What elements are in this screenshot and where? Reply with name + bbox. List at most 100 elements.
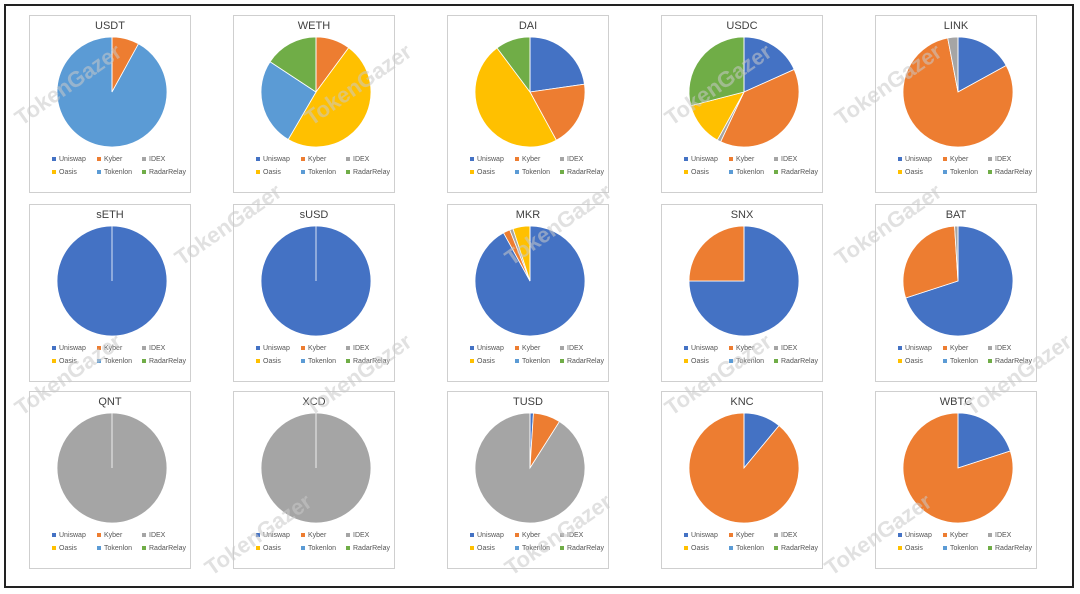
pie-slice-uniswap [743, 36, 795, 93]
legend-item-uniswap: Uniswap [684, 156, 718, 163]
legend-item-idex: IDEX [346, 532, 369, 539]
legend-swatch [52, 533, 56, 538]
pie-chart [56, 36, 168, 148]
legend-swatch [97, 546, 101, 551]
legend-swatch [52, 359, 56, 364]
chart-title: BAT [945, 209, 967, 221]
legend-item-kyber: Kyber [97, 156, 122, 163]
legend-label: Uniswap [263, 156, 290, 163]
legend-item-idex: IDEX [774, 156, 797, 163]
legend-swatch [142, 533, 146, 538]
legend-swatch [988, 170, 992, 175]
legend-item-kyber: Kyber [301, 345, 326, 352]
legend-item-idex: IDEX [988, 532, 1011, 539]
pie-chart [474, 225, 586, 337]
legend-item-kyber: Kyber [515, 345, 540, 352]
legend-label: Oasis [691, 358, 709, 365]
legend-swatch [97, 359, 101, 364]
legend-item-kyber: Kyber [301, 156, 326, 163]
legend-swatch [346, 546, 350, 551]
legend-swatch [470, 359, 474, 364]
legend-item-oasis: Oasis [52, 358, 77, 365]
pie-slice-uniswap [529, 36, 585, 93]
legend-swatch [346, 533, 350, 538]
legend-label: IDEX [353, 532, 370, 539]
legend-label: Tokenlon [308, 169, 337, 176]
pie-slice-radarrelay [269, 36, 317, 93]
legend-swatch [943, 359, 947, 364]
legend-swatch [943, 533, 947, 538]
legend-label: Kyber [950, 156, 969, 163]
legend-swatch [515, 170, 519, 175]
legend-item-idex: IDEX [988, 345, 1011, 352]
legend-label: IDEX [781, 345, 798, 352]
legend-label: Tokenlon [950, 169, 979, 176]
legend-item-kyber: Kyber [515, 532, 540, 539]
legend-item-idex: IDEX [142, 532, 165, 539]
pie-panel-susd: sUSD Uniswap Kyber IDEX Oasis Tokenlon RadarRe… [233, 204, 395, 382]
legend-item-oasis: Oasis [898, 545, 923, 552]
legend-label: RadarRelay [781, 545, 818, 552]
pie-panel-seth: sETH Uniswap Kyber IDEX Oasis Tokenlon RadarRe… [29, 204, 191, 382]
legend-item-kyber: Kyber [301, 532, 326, 539]
legend-swatch [729, 170, 733, 175]
pie-chart [56, 225, 168, 337]
legend-label: IDEX [567, 345, 584, 352]
legend-item-uniswap: Uniswap [684, 532, 718, 539]
chart-title: KNC [730, 396, 754, 408]
legend-label: RadarRelay [149, 545, 186, 552]
chart-title: USDC [726, 20, 758, 32]
legend-swatch [560, 346, 564, 351]
legend-item-radarrelay: RadarRelay [560, 358, 604, 365]
legend-item-tokenlon: Tokenlon [729, 169, 764, 176]
legend-swatch [515, 157, 519, 162]
legend-item-idex: IDEX [142, 345, 165, 352]
chart-title: TUSD [513, 396, 543, 408]
legend-label: Uniswap [263, 532, 290, 539]
legend-label: Uniswap [905, 345, 932, 352]
legend-label: Oasis [263, 358, 281, 365]
legend-label: Uniswap [59, 156, 86, 163]
legend-swatch [684, 157, 688, 162]
legend-item-radarrelay: RadarRelay [988, 358, 1032, 365]
legend-item-idex: IDEX [560, 156, 583, 163]
legend-swatch [470, 533, 474, 538]
pie-chart [902, 412, 1014, 524]
legend-swatch [898, 546, 902, 551]
legend-swatch [898, 359, 902, 364]
legend-item-radarrelay: RadarRelay [774, 358, 818, 365]
legend-label: Kyber [308, 345, 327, 352]
legend-label: Uniswap [691, 532, 718, 539]
chart-title: MKR [515, 209, 541, 221]
legend-swatch [988, 533, 992, 538]
legend-label: Tokenlon [104, 358, 133, 365]
legend-label: Kyber [308, 156, 327, 163]
legend-label: Uniswap [905, 156, 932, 163]
legend-swatch [988, 359, 992, 364]
legend-label: IDEX [353, 156, 370, 163]
legend-label: Oasis [59, 169, 77, 176]
pie-panel-usdc: USDC Uniswap Kyber IDEX Oasis Tokenlon RadarRe… [661, 15, 823, 193]
legend-label: Uniswap [477, 345, 504, 352]
legend-swatch [515, 533, 519, 538]
legend-swatch [898, 170, 902, 175]
legend-swatch [301, 359, 305, 364]
chart-title: QNT [98, 396, 122, 408]
legend-item-oasis: Oasis [52, 545, 77, 552]
legend-label: RadarRelay [995, 358, 1032, 365]
legend-swatch [729, 546, 733, 551]
legend-label: RadarRelay [353, 169, 390, 176]
pie-panel-bat: BAT Uniswap Kyber IDEX Oasis Tokenlon RadarRel… [875, 204, 1037, 382]
legend-swatch [774, 533, 778, 538]
legend-label: Tokenlon [308, 358, 337, 365]
legend-swatch [898, 157, 902, 162]
pie-panel-dai: DAI Uniswap Kyber IDEX Oasis Tokenlon RadarRel… [447, 15, 609, 193]
legend-label: RadarRelay [995, 545, 1032, 552]
legend-swatch [346, 170, 350, 175]
legend-swatch [256, 546, 260, 551]
legend-item-radarrelay: RadarRelay [346, 358, 390, 365]
legend-swatch [684, 170, 688, 175]
legend-swatch [142, 346, 146, 351]
legend-label: Oasis [477, 545, 495, 552]
legend-label: Uniswap [905, 532, 932, 539]
